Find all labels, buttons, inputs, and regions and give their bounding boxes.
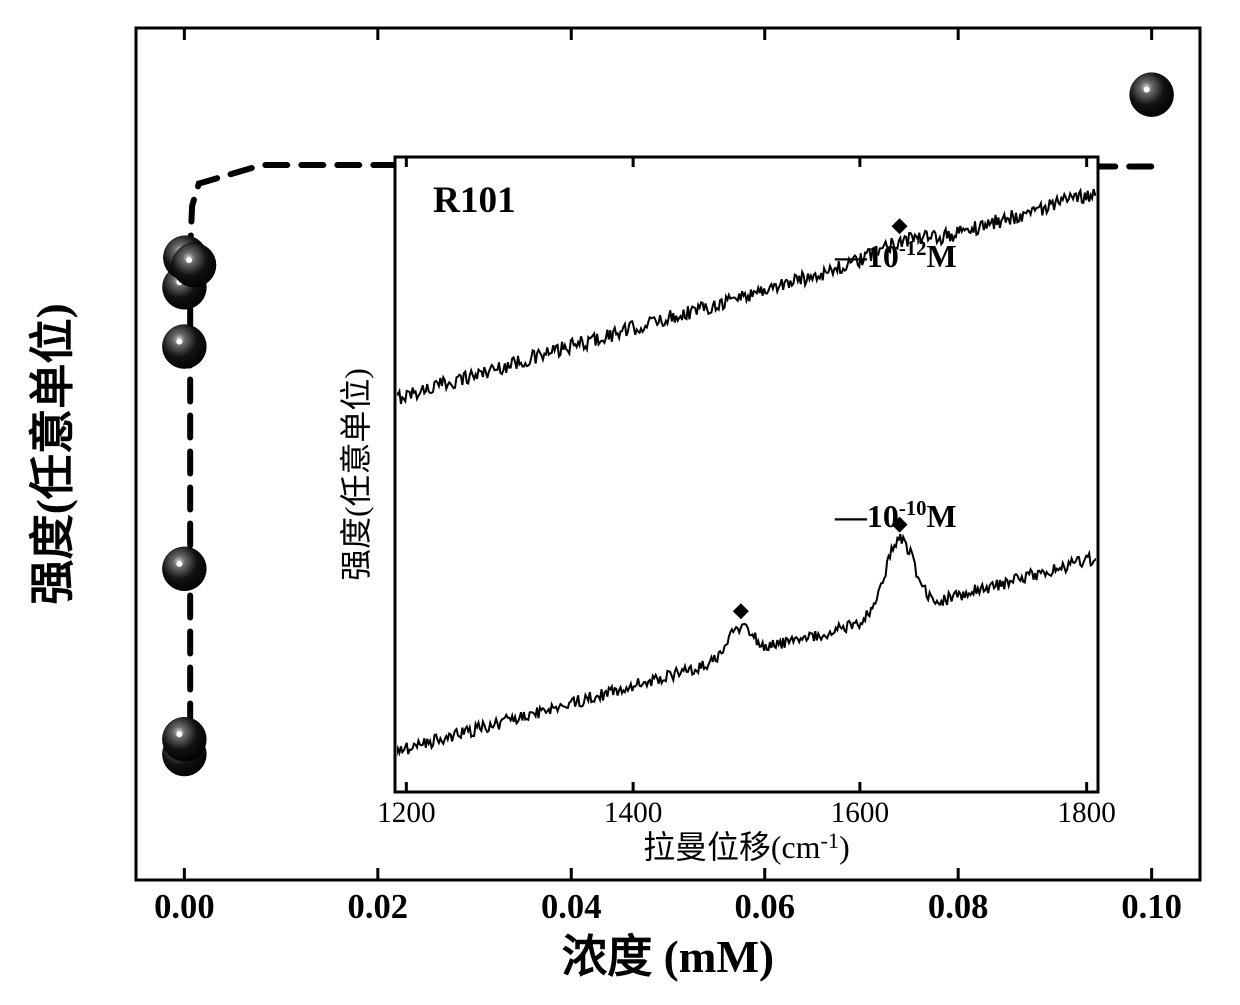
- data-point: [162, 547, 206, 591]
- spectrum-legend: —10-10M: [834, 498, 957, 534]
- data-point-highlight: [176, 561, 182, 567]
- xtick-label: 0.00: [154, 888, 215, 926]
- spectrum-legend: —10-12M: [834, 238, 957, 274]
- xtick-label: 0.06: [734, 888, 795, 926]
- xtick-label: 0.10: [1121, 888, 1182, 926]
- data-point-highlight: [186, 257, 192, 263]
- data-point: [162, 717, 206, 761]
- inset-chart: 1200 1400 1600 1800 拉曼位移(cm-1) 强度(任意单位) —10-12…: [339, 157, 1116, 865]
- inset-xtick-label: 1200: [377, 797, 436, 829]
- data-point: [172, 243, 216, 287]
- data-point: [162, 325, 206, 369]
- data-point-highlight: [176, 731, 182, 737]
- x-axis-label: 浓度 (mM): [562, 932, 774, 982]
- inset-xtick-label: 1400: [604, 797, 663, 829]
- y-axis-label: 强度(任意单位): [28, 303, 78, 604]
- data-point: [1130, 73, 1174, 117]
- chart-svg: 0.000.020.040.060.080.10浓度 (mM)强度(任意单位)1…: [0, 0, 1240, 1005]
- inset-bg: [395, 157, 1098, 792]
- inset-annotation-r101: R101: [433, 180, 516, 221]
- inset-xtick-label: 1800: [1057, 797, 1116, 829]
- inset-xtick-label: 1600: [831, 797, 890, 829]
- inset-y-axis-label: 强度(任意单位): [339, 368, 374, 581]
- xtick-label: 0.08: [928, 888, 989, 926]
- data-point-highlight: [176, 339, 182, 345]
- data-point-highlight: [1144, 87, 1150, 93]
- xtick-label: 0.04: [541, 888, 602, 926]
- figure-root: 0.000.020.040.060.080.10浓度 (mM)强度(任意单位)1…: [0, 0, 1240, 1005]
- inset-x-axis-label: 拉曼位移(cm-1): [643, 828, 849, 865]
- xtick-label: 0.02: [348, 888, 409, 926]
